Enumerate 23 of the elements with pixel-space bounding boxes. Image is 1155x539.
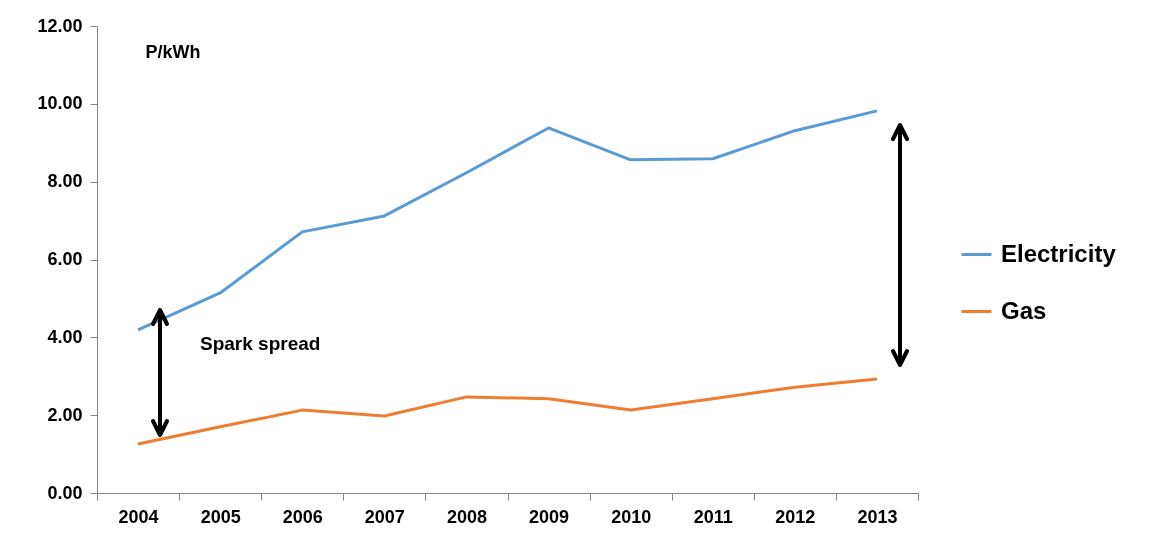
x-tick-label: 2013 xyxy=(857,506,898,527)
line-series xyxy=(136,109,879,332)
x-tick-label: 2011 xyxy=(693,506,733,527)
legend-label: Electricity xyxy=(1001,239,1117,267)
x-tick-label: 2012 xyxy=(775,506,816,527)
y-tick-label: 4.00 xyxy=(47,326,83,347)
x-tick-label: 2007 xyxy=(364,506,405,527)
y-tick-label: 2.00 xyxy=(47,404,83,425)
x-tick-label: 2006 xyxy=(282,506,323,527)
legend-label: Gas xyxy=(1001,296,1047,324)
y-tick-label: 6.00 xyxy=(47,249,83,269)
x-tick-label: 2005 xyxy=(200,506,241,527)
y-axis-title: P/kWh xyxy=(145,41,201,62)
x-tick-label: 2004 xyxy=(118,506,159,527)
y-tick-label: 10.00 xyxy=(37,93,83,114)
annotation: Spark spread xyxy=(200,333,321,354)
line-series xyxy=(136,377,879,446)
x-tick-label: 2010 xyxy=(611,506,652,527)
x-tick-label: 2008 xyxy=(446,506,487,527)
y-tick-label: 0.00 xyxy=(47,482,83,503)
x-tick-label: 2009 xyxy=(529,506,570,527)
y-tick-label: 12.00 xyxy=(37,15,83,36)
y-tick-label: 8.00 xyxy=(47,171,83,192)
